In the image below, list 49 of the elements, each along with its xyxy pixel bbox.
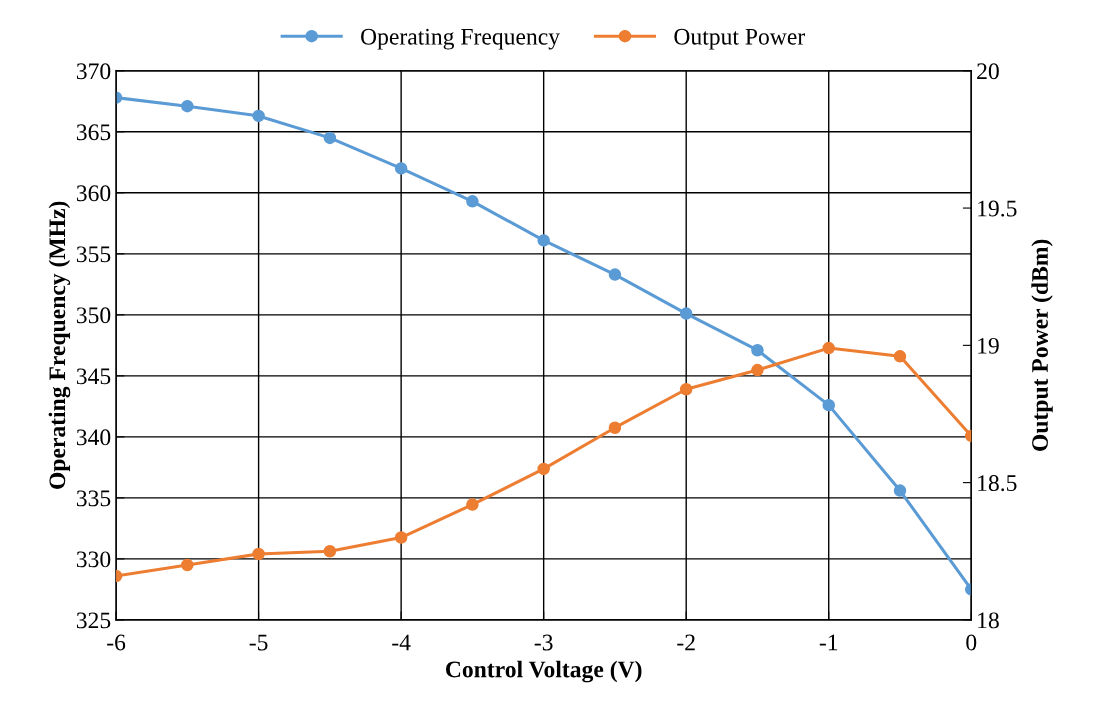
point	[608, 268, 622, 281]
x-tick-label: -5	[249, 634, 268, 651]
point	[252, 109, 265, 123]
point	[751, 363, 764, 377]
y2-tick-label: 19.5	[978, 200, 1017, 217]
y2-tick-label: 20	[977, 63, 999, 80]
point	[893, 350, 907, 363]
x-axis-title: Control Voltage (V)	[445, 660, 642, 683]
x-tick-label: 0	[966, 634, 977, 651]
x-tick-label: -6	[107, 634, 126, 651]
point	[893, 484, 907, 497]
y2-tick-label: 19	[978, 337, 999, 354]
y-tick-label: 360	[76, 185, 111, 202]
x-tick-label: -2	[677, 634, 695, 651]
point	[252, 547, 265, 561]
legend-label: Output Power	[674, 28, 805, 50]
y-axis-title: Operating Frequency (MHz)	[48, 201, 71, 489]
point	[537, 462, 550, 476]
y-tick-label: 340	[76, 429, 111, 446]
point	[822, 341, 835, 355]
y-tick-label: 355	[76, 246, 111, 263]
point	[394, 162, 408, 175]
y-tick-label: 350	[76, 307, 111, 324]
point	[466, 498, 479, 511]
x-tick-label: -3	[534, 634, 553, 651]
point	[323, 131, 337, 145]
point	[466, 195, 479, 208]
y-tick-label: 365	[76, 124, 111, 141]
legend-label: Operating Frequency	[361, 28, 560, 50]
point	[608, 421, 622, 434]
x-tick-label: -4	[392, 634, 411, 651]
y2-tick-label: 18.5	[978, 475, 1017, 492]
point	[751, 343, 764, 357]
y-tick-label: 345	[76, 368, 111, 385]
point	[181, 99, 194, 113]
point	[181, 558, 194, 572]
y-tick-label: 330	[76, 551, 111, 568]
point	[679, 307, 693, 320]
y2-axis-title: Output Power (dBm)	[1031, 239, 1053, 451]
y-tick-label: 335	[76, 490, 111, 507]
point	[394, 531, 408, 544]
y-tick-label: 370	[76, 63, 111, 80]
y2-tick-label: 18	[978, 612, 999, 629]
point	[679, 383, 693, 396]
point	[537, 234, 550, 247]
point	[323, 545, 337, 558]
y-tick-label: 325	[76, 612, 111, 629]
point	[822, 398, 835, 412]
x-tick-label: -1	[819, 634, 838, 651]
